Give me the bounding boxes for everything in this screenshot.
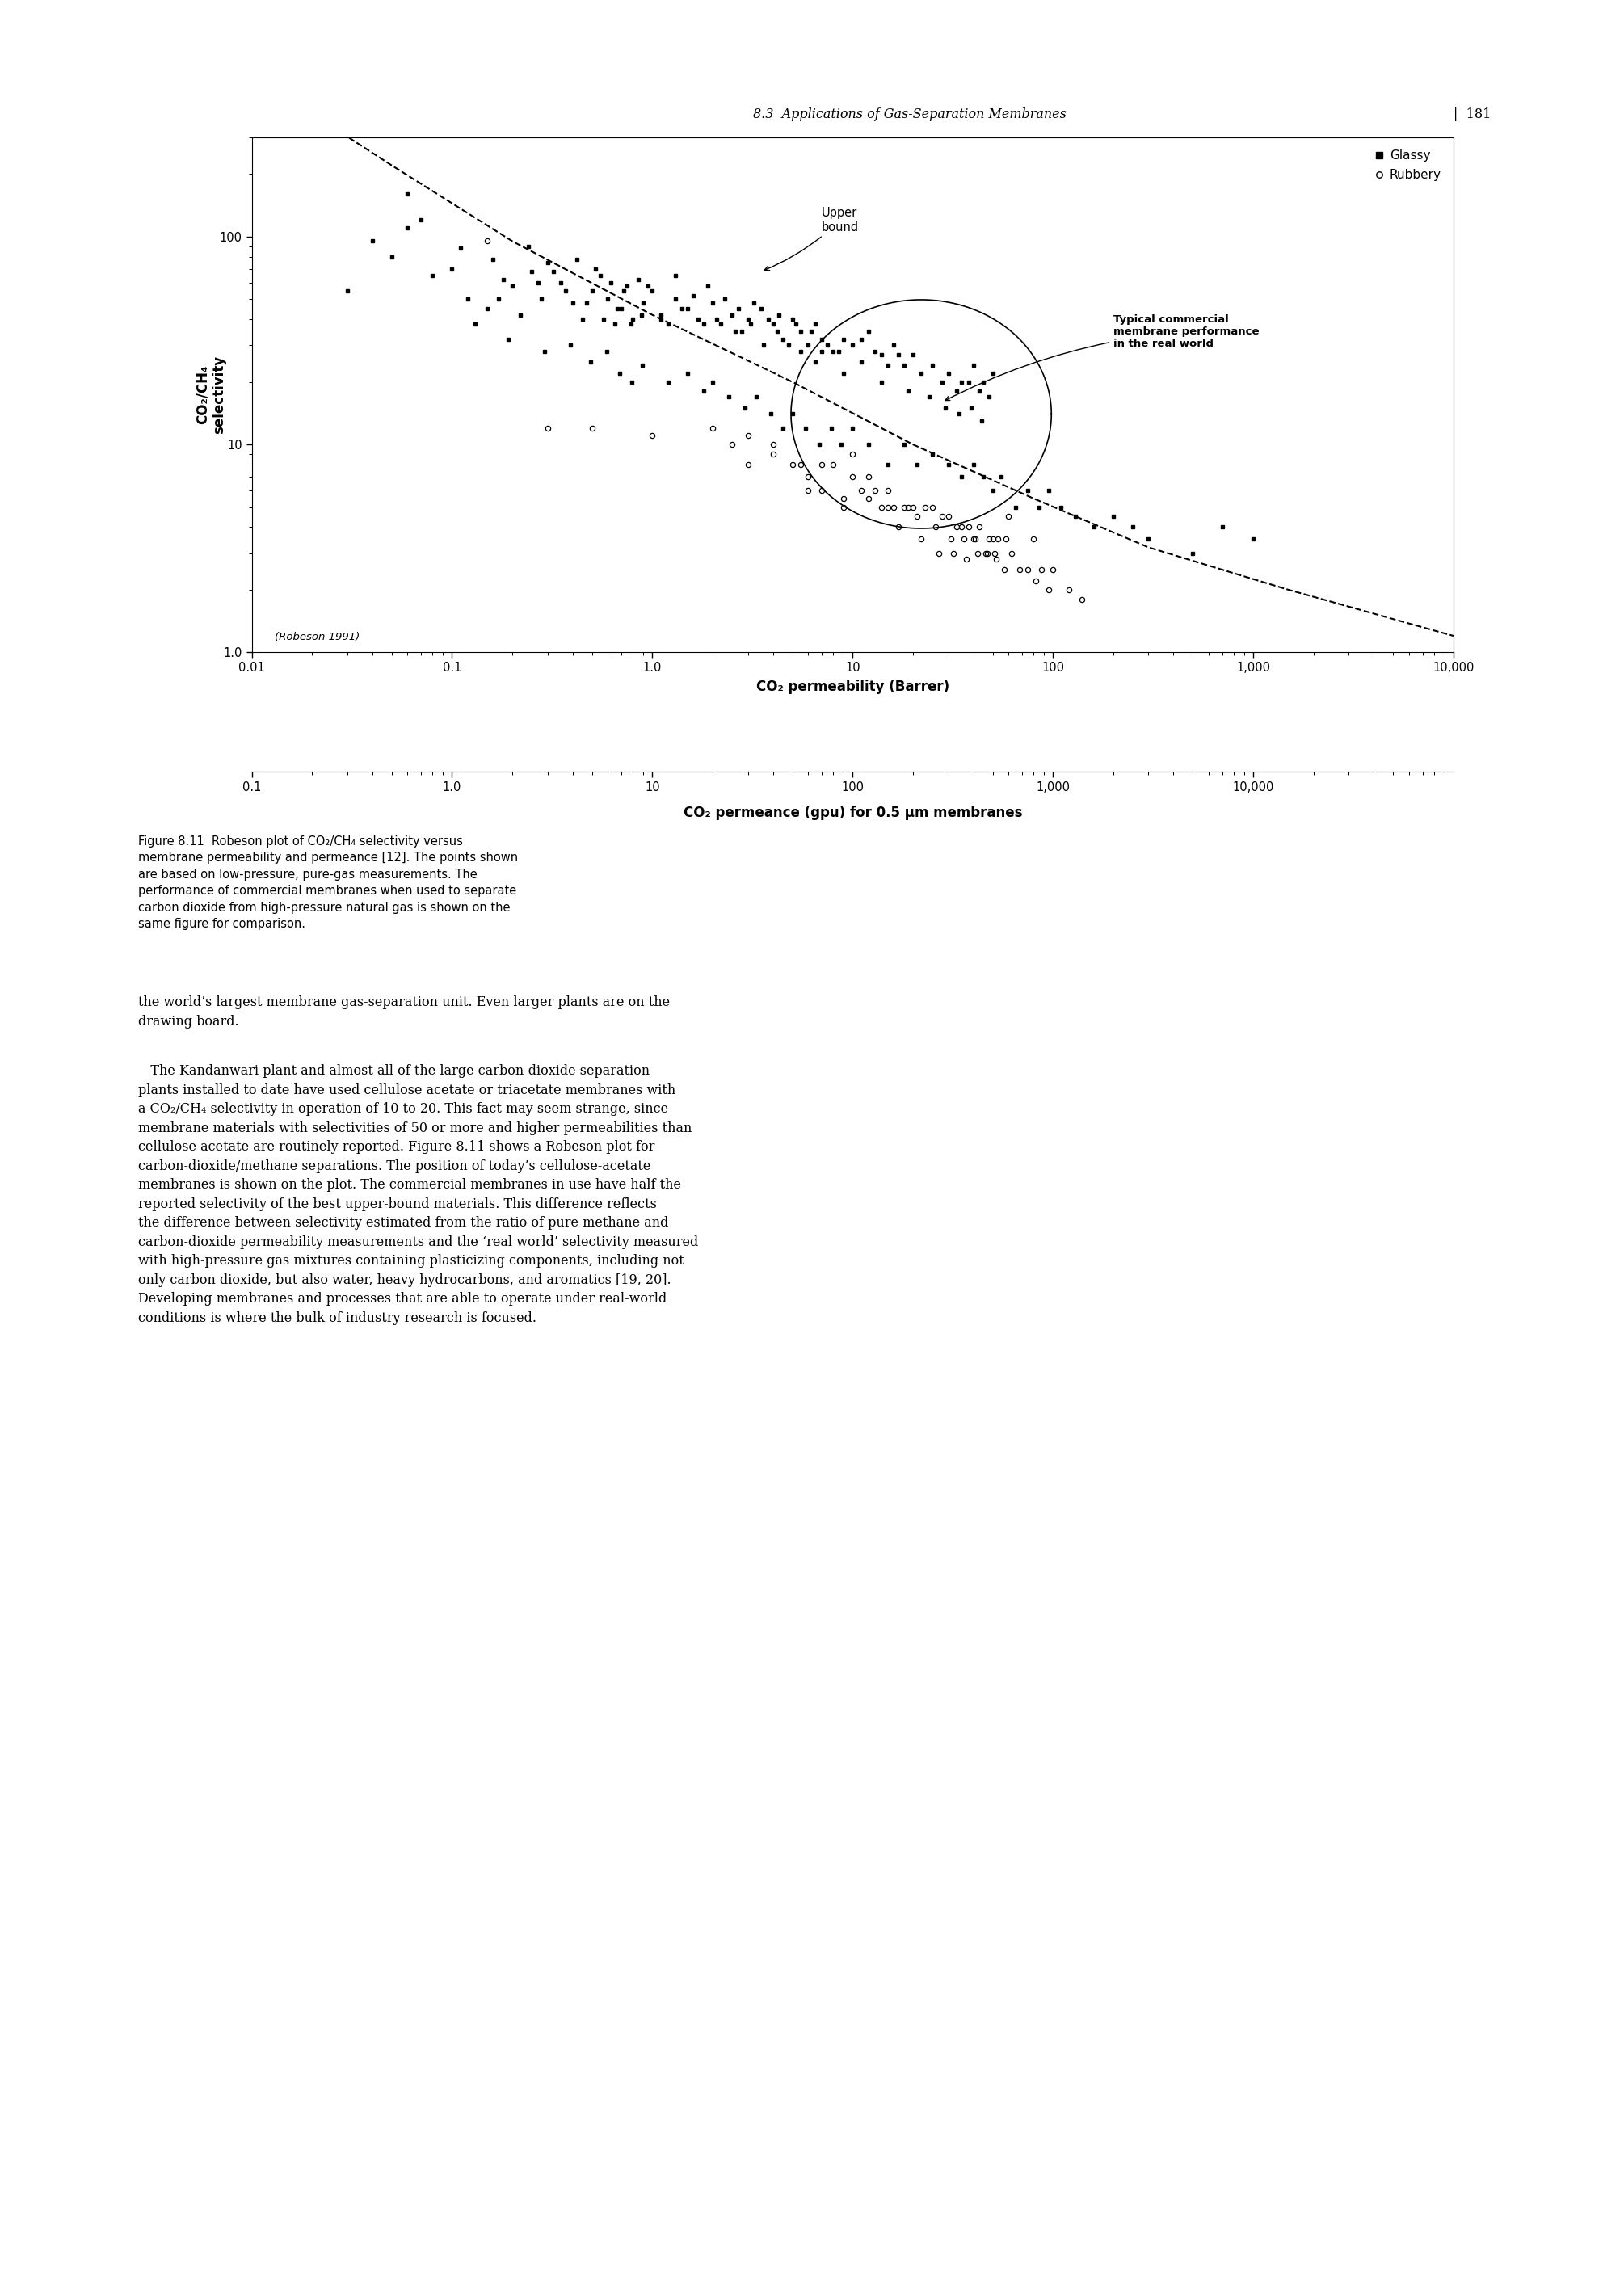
Text: the world’s largest membrane gas-separation unit. Even larger plants are on the
: the world’s largest membrane gas-separat…: [138, 996, 669, 1028]
Text: (Robeson 1991): (Robeson 1991): [274, 632, 359, 643]
X-axis label: CO₂ permeability (Barrer): CO₂ permeability (Barrer): [757, 680, 948, 694]
Text: 8.3  Applications of Gas-Separation Membranes: 8.3 Applications of Gas-Separation Membr…: [754, 108, 1065, 121]
Text: Upper
bound: Upper bound: [765, 206, 859, 270]
Text: |  181: | 181: [1453, 108, 1491, 121]
Text: Typical commercial
membrane performance
in the real world: Typical commercial membrane performance …: [945, 314, 1259, 401]
Text: CO₂ permeance (gpu) for 0.5 μm membranes: CO₂ permeance (gpu) for 0.5 μm membranes: [684, 806, 1021, 819]
Y-axis label: CO₂/CH₄
selectivity: CO₂/CH₄ selectivity: [195, 355, 226, 435]
Text: The Kandanwari plant and almost all of the large carbon-dioxide separation
plant: The Kandanwari plant and almost all of t…: [138, 1064, 698, 1325]
Text: Figure 8.11  Robeson plot of CO₂/CH₄ selectivity versus
membrane permeability an: Figure 8.11 Robeson plot of CO₂/CH₄ sele…: [138, 835, 518, 929]
Legend: Glassy, Rubbery: Glassy, Rubbery: [1369, 144, 1447, 188]
